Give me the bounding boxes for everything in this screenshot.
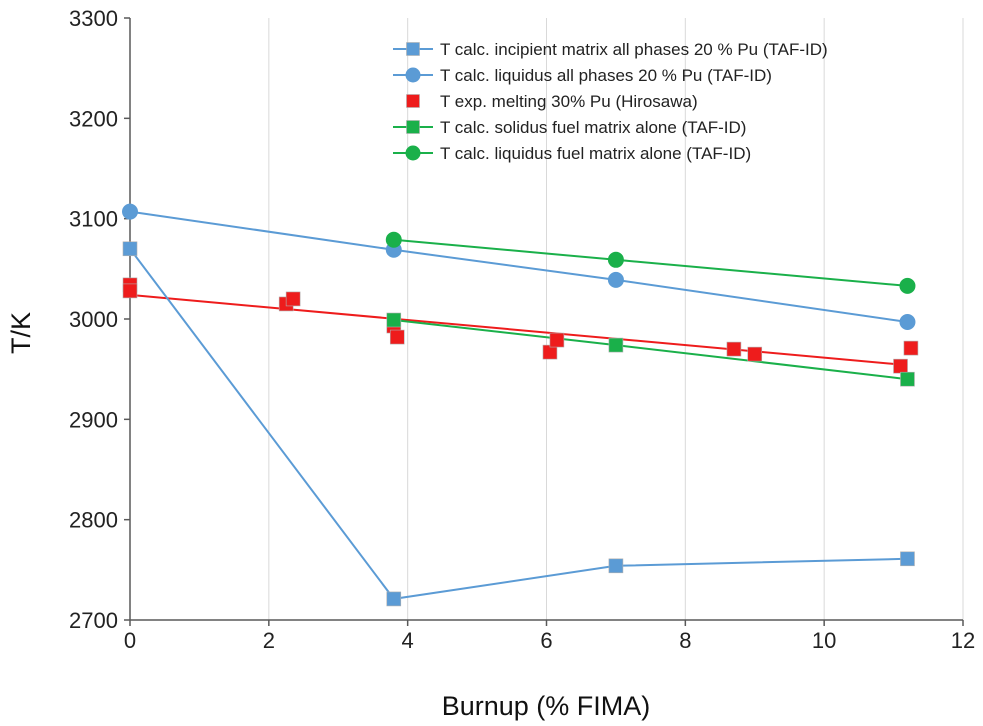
x-tick-label: 2 [263,628,275,653]
y-tick-label: 3300 [69,6,118,31]
data-point [386,591,402,607]
series-line-4 [393,319,908,381]
legend-label: T exp. melting 30% Pu (Hirosawa) [440,92,698,111]
data-point [900,371,915,387]
legend-marker [406,94,420,108]
y-axis-title: T/K [6,312,36,354]
tick-labels: 0 2 4 6 8 10 12 2700 2800 2900 3000 3100 3200 3300 [69,6,975,653]
legend-marker [405,145,421,161]
data-point [726,341,742,357]
legend-label: T calc. liquidus fuel matrix alone (TAF-… [440,144,751,163]
data-point [608,558,624,574]
data-point [903,340,919,356]
y-tick-label: 3200 [69,106,118,131]
legend-label: T calc. liquidus all phases 20 % Pu (TAF… [440,66,772,85]
data-point [747,346,763,362]
data-point [607,271,624,288]
series-4 [386,312,915,387]
legend-item-3: T exp. melting 30% Pu (Hirosawa) [406,92,698,111]
data-point [386,312,402,328]
data-point [899,277,916,294]
series-3 [122,277,919,374]
x-axis-title: Burnup (% FIMA) [442,691,651,721]
x-tick-label: 0 [124,628,136,653]
legend: T calc. incipient matrix all phases 20 %… [393,40,828,163]
legend-marker [406,42,420,56]
legend-item-4: T calc. solidus fuel matrix alone (TAF-I… [393,118,746,137]
x-tick-label: 8 [679,628,691,653]
axes [124,17,964,626]
y-tick-label: 2700 [69,608,118,633]
legend-marker [406,120,420,134]
y-tick-label: 3000 [69,307,118,332]
data-point [285,291,301,307]
y-tick-label: 2800 [69,508,118,533]
data-point [549,332,565,348]
data-point [122,203,138,220]
legend-item-5: T calc. liquidus fuel matrix alone (TAF-… [393,144,751,163]
grid [268,18,964,620]
series-5 [385,231,916,294]
data-point [385,231,402,248]
legend-item-2: T calc. liquidus all phases 20 % Pu (TAF… [393,66,772,85]
x-tick-label: 4 [402,628,414,653]
series-line-2 [129,210,908,323]
legend-label: T calc. incipient matrix all phases 20 %… [440,40,828,59]
series-line-5 [393,238,908,287]
legend-item-1: T calc. incipient matrix all phases 20 %… [393,40,828,59]
data-point [389,329,405,345]
data-point [893,358,908,374]
data-point [122,241,138,257]
x-tick-label: 10 [812,628,836,653]
series-line-1 [129,248,908,600]
plot-area [122,203,919,607]
legend-label: T calc. solidus fuel matrix alone (TAF-I… [440,118,746,137]
series-1 [122,241,915,607]
data-point [900,551,915,567]
x-tick-label: 12 [951,628,975,653]
legend-marker [405,67,421,83]
y-tick-label: 3100 [69,207,118,232]
x-tick-label: 6 [540,628,552,653]
data-point [607,251,624,268]
y-tick-label: 2900 [69,407,118,432]
trendline [129,293,908,367]
data-point [899,314,916,331]
data-point [608,337,624,353]
data-point [122,283,138,299]
